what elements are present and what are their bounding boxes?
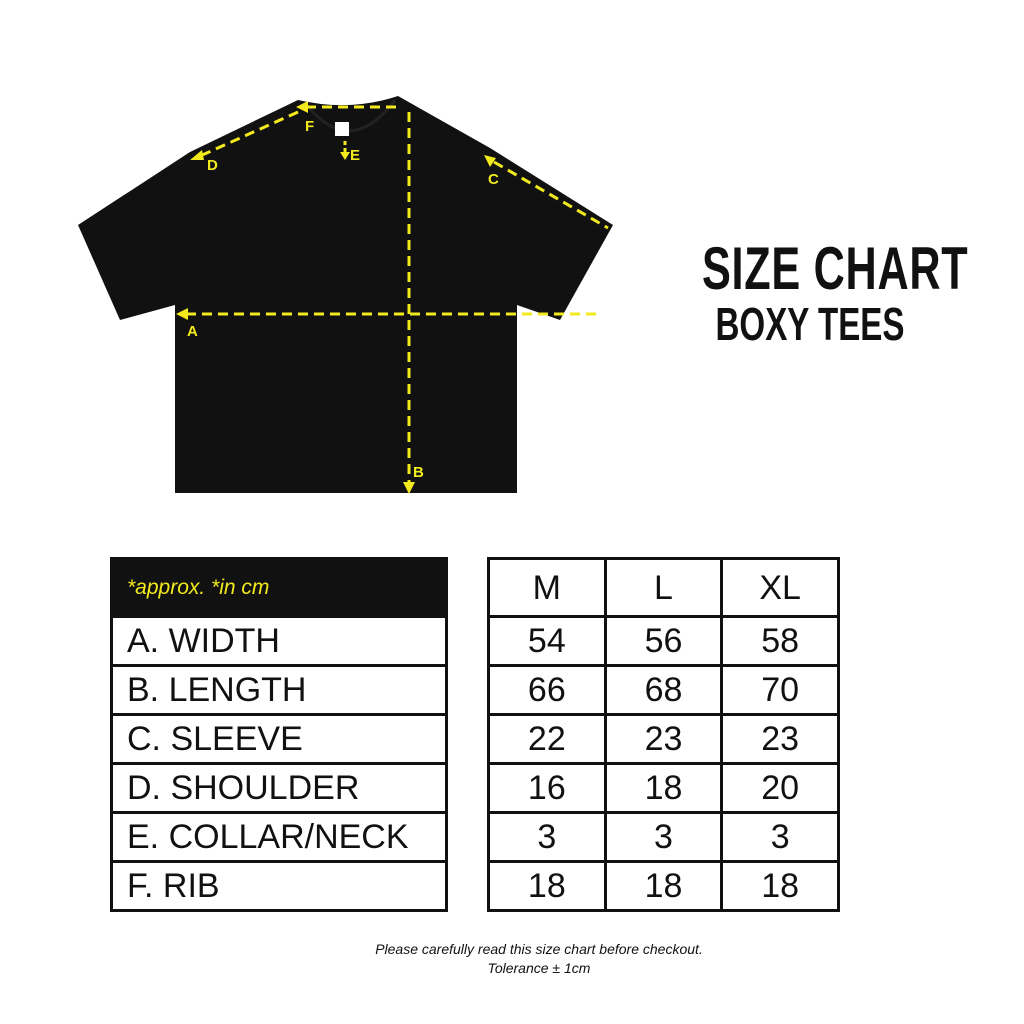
table-row: 22 23 23 <box>487 713 840 765</box>
cell: 58 <box>720 615 840 667</box>
label-b: B <box>413 464 424 481</box>
table-row: E. COLLAR/NECK <box>110 811 448 863</box>
size-header: XL <box>720 557 840 618</box>
row-label: C. SLEEVE <box>110 713 448 765</box>
label-c: C <box>488 171 499 188</box>
label-a: A <box>187 323 198 340</box>
table-row: 66 68 70 <box>487 664 840 716</box>
neck-label-tag <box>335 122 349 136</box>
label-e: E <box>350 147 360 164</box>
table-row: B. LENGTH <box>110 664 448 716</box>
cell: 3 <box>487 811 607 863</box>
cell: 3 <box>603 811 724 863</box>
cell: 20 <box>720 762 840 814</box>
cell: 3 <box>720 811 840 863</box>
page-subtitle: BOXY TEES <box>715 298 905 350</box>
label-d: D <box>207 157 218 174</box>
table-row: D. SHOULDER <box>110 762 448 814</box>
cell: 23 <box>603 713 724 765</box>
cell: 68 <box>603 664 724 716</box>
cell: 70 <box>720 664 840 716</box>
guide-d <box>199 110 299 158</box>
tshirt-shape <box>78 96 613 493</box>
footer-note: Please carefully read this size chart be… <box>375 941 703 957</box>
footer-tolerance: Tolerance ± 1cm <box>487 960 591 976</box>
table-row: A. WIDTH <box>110 615 448 667</box>
table-row: F. RIB <box>110 860 448 912</box>
cell: 18 <box>603 762 724 814</box>
measurement-labels-table: *approx. *in cm A. WIDTH B. LENGTH C. SL… <box>110 557 448 912</box>
table-row: 16 18 20 <box>487 762 840 814</box>
cell: 18 <box>487 860 607 912</box>
cell: 16 <box>487 762 607 814</box>
row-label: F. RIB <box>110 860 448 912</box>
units-note: *approx. *in cm <box>110 557 448 618</box>
cell: 22 <box>487 713 607 765</box>
page-title: SIZE CHART <box>702 235 969 302</box>
row-label: B. LENGTH <box>110 664 448 716</box>
row-label: D. SHOULDER <box>110 762 448 814</box>
cell: 56 <box>603 615 724 667</box>
table-row: C. SLEEVE <box>110 713 448 765</box>
tshirt-diagram: A B C D E F <box>78 96 613 494</box>
cell: 54 <box>487 615 607 667</box>
table-row: 54 56 58 <box>487 615 840 667</box>
cell: 66 <box>487 664 607 716</box>
table-row: 18 18 18 <box>487 860 840 912</box>
row-label: A. WIDTH <box>110 615 448 667</box>
cell: 23 <box>720 713 840 765</box>
size-header: L <box>603 557 724 618</box>
label-f: F <box>305 118 314 135</box>
cell: 18 <box>720 860 840 912</box>
row-label: E. COLLAR/NECK <box>110 811 448 863</box>
guide-c <box>493 160 609 230</box>
cell: 18 <box>603 860 724 912</box>
size-header: M <box>487 557 607 618</box>
